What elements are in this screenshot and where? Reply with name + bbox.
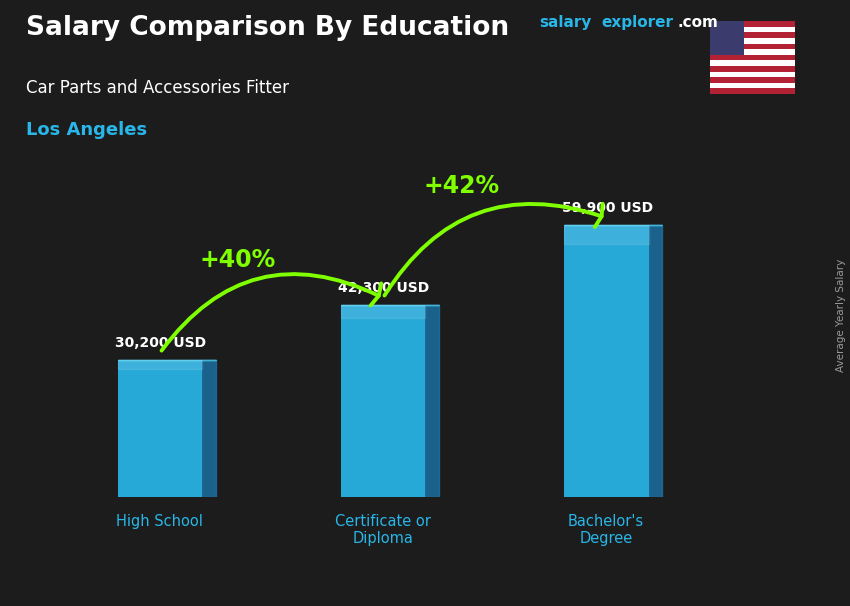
Bar [710,27,795,32]
FancyBboxPatch shape [564,225,649,497]
Bar [710,21,795,27]
Bar [710,32,795,38]
Bar [710,21,744,55]
Text: 59,900 USD: 59,900 USD [562,201,653,215]
Text: Car Parts and Accessories Fitter: Car Parts and Accessories Fitter [26,79,288,97]
Text: Los Angeles: Los Angeles [26,121,146,139]
Polygon shape [341,305,425,318]
Bar [710,66,795,72]
Polygon shape [649,225,662,497]
Text: 42,300 USD: 42,300 USD [338,281,429,295]
Text: salary: salary [540,15,592,30]
Bar [710,88,795,94]
Bar [710,49,795,55]
Bar [710,44,795,49]
Polygon shape [425,305,439,497]
Text: Average Yearly Salary: Average Yearly Salary [836,259,846,371]
Polygon shape [564,225,649,244]
Text: explorer: explorer [602,15,674,30]
Text: Salary Comparison By Education: Salary Comparison By Education [26,15,508,41]
Bar [710,55,795,61]
Bar [710,61,795,66]
Polygon shape [202,359,216,497]
FancyBboxPatch shape [117,359,202,497]
Bar [710,77,795,83]
Bar [710,83,795,88]
Bar [710,38,795,44]
FancyBboxPatch shape [341,305,425,497]
Text: +40%: +40% [200,248,276,271]
Polygon shape [117,359,202,369]
Text: .com: .com [677,15,718,30]
Text: 30,200 USD: 30,200 USD [116,336,207,350]
Bar [710,72,795,77]
Text: +42%: +42% [423,175,499,199]
